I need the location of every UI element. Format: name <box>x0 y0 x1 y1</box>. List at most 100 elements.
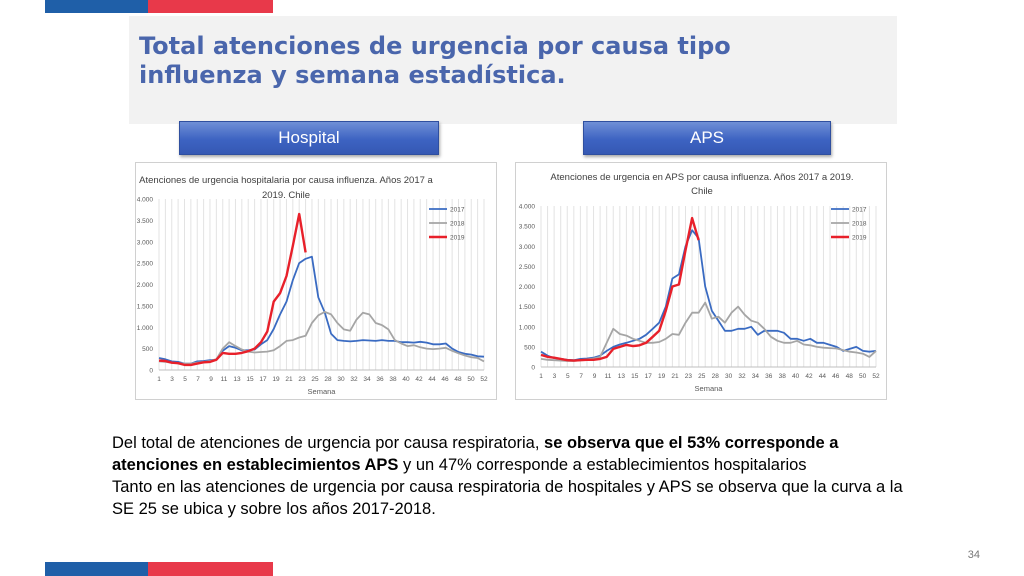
bottom-accent-blue <box>45 562 148 576</box>
x-tick-label: 9 <box>593 373 597 380</box>
x-tick-label: 13 <box>618 373 626 380</box>
x-tick-label: 42 <box>805 373 813 380</box>
x-tick-label: 25 <box>311 376 319 383</box>
x-tick-label: 46 <box>832 373 840 380</box>
x-tick-label: 21 <box>285 376 293 383</box>
body-paragraph: Del total de atenciones de urgencia por … <box>112 432 912 520</box>
hospital-chart: Atenciones de urgencia hospitalaria por … <box>135 162 497 400</box>
x-tick-label: 42 <box>415 376 423 383</box>
x-tick-label: 28 <box>324 376 332 383</box>
y-tick-label: 2.000 <box>519 284 536 291</box>
x-tick-label: 3 <box>170 376 174 383</box>
legend-label-2018: 2018 <box>852 221 867 228</box>
y-tick-label: 4.000 <box>137 197 154 204</box>
x-tick-label: 38 <box>389 376 397 383</box>
x-tick-label: 48 <box>846 373 854 380</box>
hospital-label: Hospital <box>179 121 439 155</box>
y-tick-label: 1.000 <box>519 324 536 331</box>
x-tick-label: 32 <box>350 376 358 383</box>
x-tick-label: 11 <box>221 376 228 383</box>
x-tick-label: 32 <box>738 373 746 380</box>
x-tick-label: 40 <box>402 376 410 383</box>
x-tick-label: 5 <box>566 373 570 380</box>
x-tick-label: 52 <box>872 373 880 380</box>
x-tick-label: 13 <box>233 376 241 383</box>
x-axis-label: Semana <box>308 387 337 396</box>
x-tick-label: 17 <box>645 373 653 380</box>
paragraph-conclusion: Tanto en las atenciones de urgencia por … <box>112 478 903 518</box>
x-tick-label: 50 <box>467 376 475 383</box>
y-tick-label: 2.000 <box>137 282 154 289</box>
legend-label-2019: 2019 <box>450 235 465 242</box>
chart-title-line: Atenciones de urgencia hospitalaria por … <box>139 175 433 186</box>
x-tick-label: 11 <box>605 373 612 380</box>
series-line-2019 <box>540 216 700 362</box>
x-tick-label: 30 <box>337 376 345 383</box>
series-line-2019 <box>158 212 307 367</box>
x-tick-label: 36 <box>376 376 384 383</box>
y-tick-label: 4.000 <box>519 204 536 211</box>
aps-label: APS <box>583 121 831 155</box>
chart-title-line: Chile <box>691 186 713 197</box>
top-accent-red <box>148 0 273 13</box>
chart-title-line: 2019. Chile <box>262 190 310 201</box>
x-tick-label: 34 <box>752 373 760 380</box>
y-tick-label: 500 <box>142 346 153 353</box>
series-line-2017 <box>158 255 485 365</box>
y-tick-label: 3.000 <box>137 239 154 246</box>
x-tick-label: 48 <box>454 376 462 383</box>
x-tick-label: 36 <box>765 373 773 380</box>
y-tick-label: 1.500 <box>137 303 154 310</box>
legend-label-2017: 2017 <box>450 207 465 214</box>
x-tick-label: 46 <box>441 376 449 383</box>
x-tick-label: 40 <box>792 373 800 380</box>
hospital-chart-svg: Atenciones de urgencia hospitalaria por … <box>137 175 488 396</box>
paragraph-part-2: y un 47% corresponde a establecimientos … <box>398 456 807 474</box>
y-tick-label: 3.500 <box>519 224 536 231</box>
y-tick-label: 1.000 <box>137 325 154 332</box>
slide-title: Total atenciones de urgencia por causa t… <box>139 32 731 90</box>
x-tick-label: 5 <box>183 376 187 383</box>
top-accent-blue <box>45 0 148 13</box>
x-tick-label: 28 <box>712 373 720 380</box>
x-tick-label: 15 <box>246 376 254 383</box>
bottom-accent-red <box>148 562 273 576</box>
x-tick-label: 34 <box>363 376 371 383</box>
paragraph-part-1: Del total de atenciones de urgencia por … <box>112 434 545 452</box>
y-tick-label: 500 <box>524 344 535 351</box>
y-tick-label: 2.500 <box>519 264 536 271</box>
x-tick-label: 7 <box>579 373 583 380</box>
x-tick-label: 44 <box>819 373 827 380</box>
x-tick-label: 23 <box>298 376 306 383</box>
series-line-2017 <box>540 229 877 362</box>
y-tick-label: 3.500 <box>137 218 154 225</box>
series-line-2018 <box>540 301 877 362</box>
x-tick-label: 3 <box>553 373 557 380</box>
series-line-2018 <box>158 311 485 365</box>
x-tick-label: 38 <box>779 373 787 380</box>
aps-chart-svg: Atenciones de urgencia en APS por causa … <box>519 172 880 393</box>
x-tick-label: 15 <box>631 373 639 380</box>
x-tick-label: 25 <box>698 373 706 380</box>
page-number: 34 <box>967 549 980 561</box>
x-tick-label: 50 <box>859 373 867 380</box>
x-tick-label: 7 <box>196 376 200 383</box>
x-tick-label: 9 <box>209 376 213 383</box>
legend-label-2017: 2017 <box>852 207 867 214</box>
x-tick-label: 19 <box>272 376 280 383</box>
x-tick-label: 17 <box>259 376 267 383</box>
x-tick-label: 52 <box>480 376 488 383</box>
aps-chart: Atenciones de urgencia en APS por causa … <box>515 162 887 400</box>
y-tick-label: 3.000 <box>519 244 536 251</box>
y-tick-label: 0 <box>531 365 535 372</box>
x-tick-label: 19 <box>658 373 666 380</box>
paragraph-highlight: se observa que el 53% corresponde a aten… <box>112 434 839 474</box>
x-tick-label: 21 <box>671 373 679 380</box>
title-banner: Total atenciones de urgencia por causa t… <box>129 16 897 124</box>
chart-title-line: Atenciones de urgencia en APS por causa … <box>550 172 853 183</box>
y-tick-label: 1.500 <box>519 304 536 311</box>
slide-title-line1: Total atenciones de urgencia por causa t… <box>139 32 731 60</box>
legend-label-2019: 2019 <box>852 235 867 242</box>
y-tick-label: 0 <box>149 368 153 375</box>
x-tick-label: 1 <box>157 376 161 383</box>
